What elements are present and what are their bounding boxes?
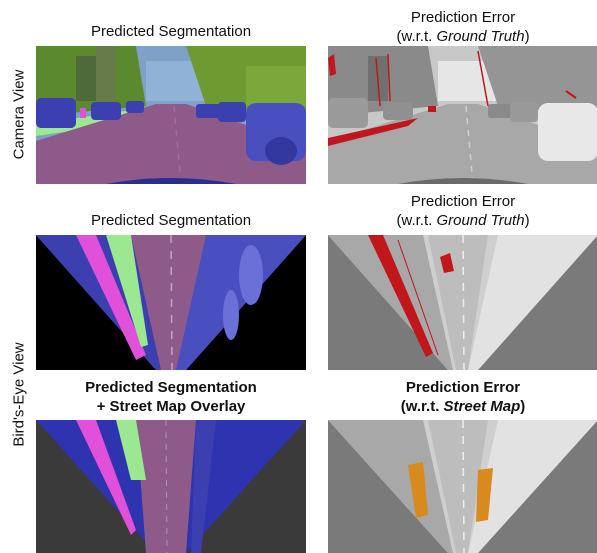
camera-error-gt-panel — [328, 46, 597, 184]
row2-left-title-line1: Predicted Segmentation — [90, 212, 252, 229]
row3-right-title-line1: Prediction Error — [405, 379, 521, 396]
row1-left-title-line1: Predicted Segmentation — [90, 23, 252, 40]
row1-right-title-line1: Prediction Error — [410, 9, 516, 26]
row1-right-title: Prediction Error (w.r.t. Ground Truth) — [328, 8, 597, 46]
row2-left-title: Predicted Segmentation — [36, 211, 306, 230]
bev-error-streetmap-panel — [328, 420, 597, 553]
bev-error-gt-panel — [328, 235, 597, 370]
camera-segmentation-panel — [36, 46, 306, 184]
bev-segmentation-streetmap-panel — [36, 420, 306, 553]
row-label-birds-eye-view: Bird's-Eye View — [10, 342, 28, 447]
row3-left-title: Predicted Segmentation + Street Map Over… — [36, 378, 306, 416]
row1-right-title-line2: (w.r.t. Ground Truth) — [396, 28, 530, 45]
row2-right-title-line1: Prediction Error — [410, 193, 516, 210]
row3-right-title-line2: (w.r.t. Street Map) — [400, 398, 526, 415]
row1-left-title: Predicted Segmentation — [36, 22, 306, 41]
row2-right-title: Prediction Error (w.r.t. Ground Truth) — [328, 192, 597, 230]
row-label-camera-view: Camera View — [10, 69, 28, 160]
row3-right-title: Prediction Error (w.r.t. Street Map) — [328, 378, 597, 416]
row3-left-title-line2: + Street Map Overlay — [96, 398, 246, 415]
row2-right-title-line2: (w.r.t. Ground Truth) — [396, 212, 530, 229]
row3-left-title-line1: Predicted Segmentation — [85, 379, 257, 396]
bev-segmentation-panel — [36, 235, 306, 370]
